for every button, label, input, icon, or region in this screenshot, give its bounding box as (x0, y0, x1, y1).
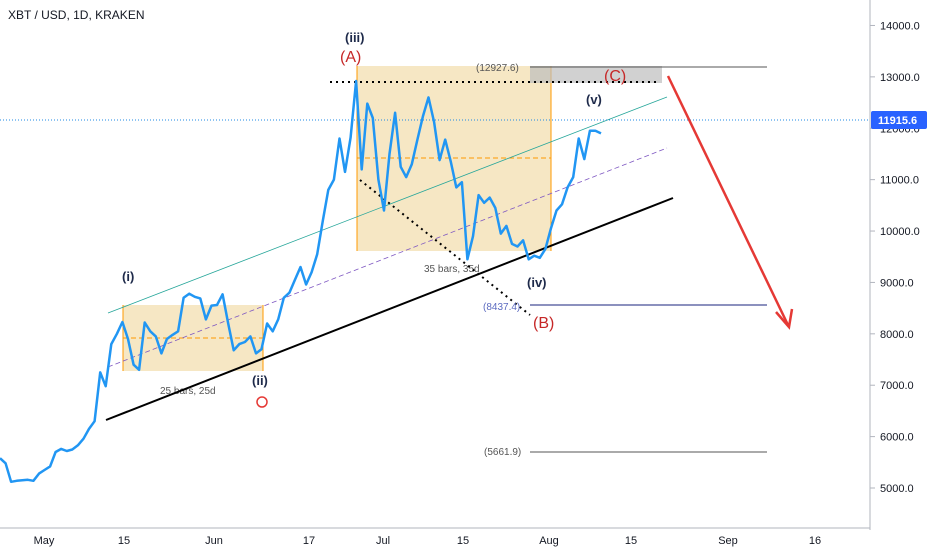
wave-ii-marker-circle (256, 396, 268, 408)
x-tick-label: May (34, 535, 55, 547)
price-series-line[interactable] (0, 79, 602, 484)
range-box-1-label: 25 bars, 25d (160, 386, 216, 397)
x-tick-label: 15 (457, 535, 469, 547)
channel-middle-line (107, 147, 668, 368)
correction-label-c: (C) (604, 68, 626, 85)
y-tick-label: 14000.0 (880, 20, 920, 32)
correction-label-b: (B) (533, 315, 554, 332)
x-tick-label: 15 (625, 535, 637, 547)
y-tick-label: 11000.0 (880, 175, 919, 187)
wave-label-i: (i) (122, 269, 134, 284)
price-axis[interactable]: 5000.0 6000.0 7000.0 8000.0 9000.0 10000.0 110… (869, 0, 920, 530)
range-box-2: 35 bars, 35d (356, 66, 552, 275)
target-zone-box (530, 66, 662, 83)
y-tick-label: 10000.0 (880, 226, 920, 238)
x-tick-label: Jun (205, 535, 223, 547)
correction-label-a: (A) (340, 49, 361, 66)
x-tick-label: Aug (539, 535, 559, 547)
wave-label-iii: (iii) (345, 30, 365, 45)
last-price-badge-text: 11915.6 (878, 115, 917, 127)
level-label-5661: (5661.9) (484, 447, 521, 458)
wave-label-ii: (ii) (252, 373, 268, 388)
x-tick-label: Sep (718, 535, 738, 547)
projection-arrow-head (775, 308, 794, 330)
level-label-12927: (12927.6) (476, 63, 519, 74)
y-tick-label: 9000.0 (880, 277, 914, 289)
time-axis[interactable]: May 15 Jun 17 Jul 15 Aug 15 Sep 16 (0, 527, 870, 547)
a-to-b-dotted-line (359, 179, 531, 316)
x-tick-label: Jul (376, 535, 390, 547)
wave-label-v: (v) (586, 92, 602, 107)
range-box-1: 25 bars, 25d (122, 305, 264, 397)
y-tick-label: 13000.0 (880, 72, 920, 84)
x-tick-label: 17 (303, 535, 315, 547)
y-tick-label: 8000.0 (880, 329, 914, 341)
symbol-title: XBT / USD, 1D, KRAKEN (8, 8, 145, 22)
projection-arrow-shaft (666, 75, 790, 326)
channel-lower-line (105, 197, 674, 421)
y-tick-label: 6000.0 (880, 432, 914, 444)
y-tick-label: 5000.0 (880, 483, 914, 495)
wave-label-iv: (iv) (527, 275, 547, 290)
last-price-badge (871, 111, 927, 129)
y-tick-label: 7000.0 (880, 380, 914, 392)
range-box-2-label: 35 bars, 35d (424, 264, 480, 275)
level-label-8437: (8437.4) (483, 302, 520, 313)
channel-upper-line (107, 96, 668, 314)
x-tick-label: 16 (809, 535, 821, 547)
x-tick-label: 15 (118, 535, 130, 547)
